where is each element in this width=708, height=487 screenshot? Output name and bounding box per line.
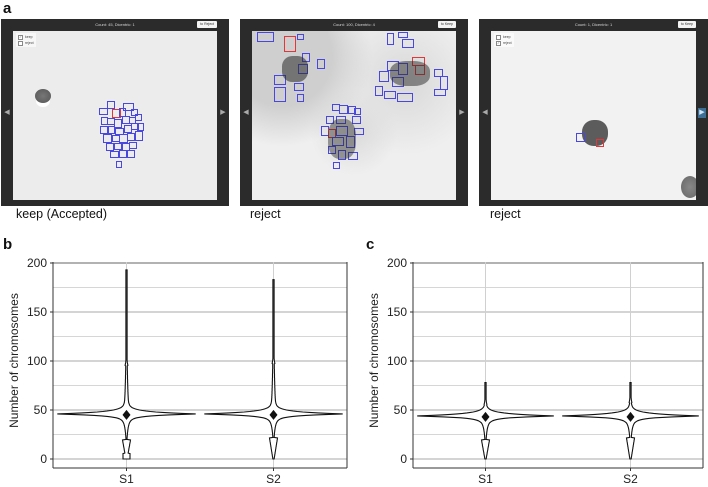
metaphase-viewer-2: Count: 100, Dicentric: 4 to Keep — [240, 19, 468, 206]
viewer-count-header: Count: 100, Dicentric: 4 — [333, 22, 375, 27]
next-arrow-icon[interactable]: ▶ — [698, 107, 706, 118]
mean-diamond-icon — [122, 409, 131, 420]
y-tick-label: 50 — [394, 403, 408, 417]
chromosome-cluster — [252, 31, 325, 106]
next-arrow-icon[interactable]: ▶ — [459, 108, 465, 116]
check-icon: ✓ — [18, 34, 23, 40]
viewer-3-caption: reject — [490, 207, 521, 221]
previous-arrow-icon[interactable]: ◀ — [4, 108, 10, 116]
y-tick-label: 0 — [40, 452, 47, 466]
keep-label: keep — [503, 35, 511, 39]
metaphase-image: keep ✓ reject — [491, 31, 696, 200]
metaphase-image: ✓ keep reject — [13, 31, 217, 200]
keep-checkbox[interactable]: ✓ keep — [18, 34, 34, 40]
y-axis-label: Number of chromosomes — [7, 293, 21, 428]
y-tick-label: 100 — [387, 354, 407, 368]
mean-diamond-icon — [626, 411, 635, 422]
to-keep-button[interactable]: to Keep — [677, 21, 696, 28]
y-axis-label: Number of chromosomes — [367, 293, 381, 428]
x-tick-label: S1 — [478, 472, 493, 486]
viewer-1-caption: keep (Accepted) — [16, 207, 108, 221]
panel-a-label: a — [3, 0, 12, 17]
chromosome-cluster — [97, 101, 144, 176]
x-tick-label: S1 — [119, 472, 134, 486]
mean-diamond-icon — [269, 409, 278, 420]
y-tick-label: 50 — [34, 403, 48, 417]
chromosome-cluster — [318, 104, 366, 176]
to-reject-button[interactable]: to Reject — [197, 21, 217, 28]
next-arrow-icon[interactable]: ▶ — [220, 108, 226, 116]
previous-arrow-icon[interactable]: ◀ — [482, 108, 488, 116]
check-icon: ✓ — [496, 40, 501, 46]
panel-c-label: c — [366, 236, 375, 253]
reject-label: reject — [503, 41, 512, 45]
mean-diamond-icon — [481, 411, 490, 422]
reject-checkbox[interactable]: reject — [18, 40, 34, 46]
x-tick-label: S2 — [266, 472, 281, 486]
chromosome-cluster — [372, 31, 452, 106]
violin-S2 — [204, 279, 343, 460]
reject-label: reject — [25, 41, 34, 45]
y-tick-label: 200 — [27, 256, 47, 270]
viewer-count-header: Count: 1, Dicentric: 1 — [574, 22, 613, 27]
empty-box-icon — [18, 40, 23, 46]
chromosome-cluster — [576, 118, 612, 150]
violin-chart-b: 0 50 100 150 200 S1 S2 Number of chromosomes — [7, 256, 348, 486]
y-tick-label: 150 — [387, 305, 407, 319]
keep-label: keep — [25, 35, 33, 39]
to-keep-button[interactable]: to Keep — [437, 21, 456, 28]
previous-arrow-icon[interactable]: ◀ — [243, 108, 249, 116]
x-tick-label: S2 — [623, 472, 638, 486]
nucleus-blob — [681, 176, 696, 198]
nucleus-blob — [35, 89, 51, 103]
violin-chart-c: 0 50 100 150 200 S1 S2 Number of chromosomes — [367, 256, 704, 486]
panel-b-label: b — [3, 236, 13, 253]
metaphase-viewer-3: Count: 1, Dicentric: 1 to Keep keep ✓ rej… — [479, 19, 708, 206]
keep-reject-checkboxes: ✓ keep reject — [16, 33, 36, 47]
viewer-2-caption: reject — [250, 207, 281, 221]
reject-checkbox[interactable]: ✓ reject — [496, 40, 512, 46]
keep-reject-checkboxes: keep ✓ reject — [494, 33, 514, 47]
metaphase-image — [252, 31, 456, 200]
y-tick-label: 150 — [27, 305, 47, 319]
y-tick-label: 100 — [27, 354, 47, 368]
violin-S1 — [57, 269, 196, 460]
y-tick-label: 0 — [400, 452, 407, 466]
viewer-count-header: Count: 45, Dicentric: 1 — [95, 22, 135, 27]
empty-box-icon — [496, 34, 501, 40]
y-tick-label: 200 — [387, 256, 407, 270]
metaphase-viewer-1: Count: 45, Dicentric: 1 to Reject ✓ keep … — [1, 19, 229, 206]
keep-checkbox[interactable]: keep — [496, 34, 512, 40]
